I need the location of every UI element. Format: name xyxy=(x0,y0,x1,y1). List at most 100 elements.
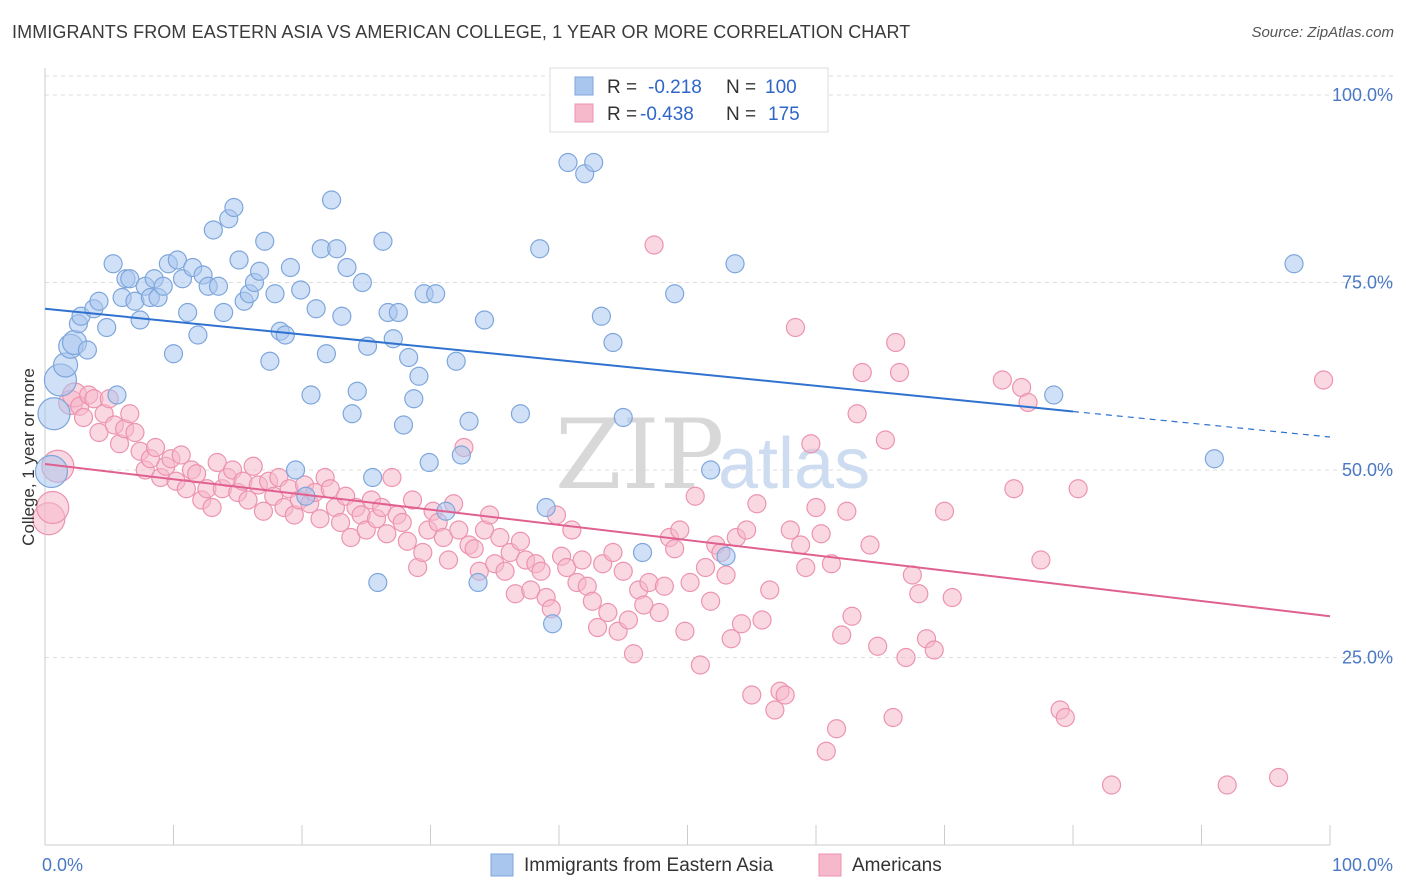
eastern-asia-point-30 xyxy=(188,325,208,345)
americans-point-122 xyxy=(670,520,690,540)
americans-point-77 xyxy=(438,550,459,570)
americans-point-155 xyxy=(842,606,862,626)
x-tick-label-0: 0.0% xyxy=(42,855,83,875)
americans-point-25 xyxy=(171,445,191,465)
eastern-asia-point-42 xyxy=(249,261,270,281)
x-tick-label-1: 100.0% xyxy=(1332,855,1393,875)
eastern-asia-point-69 xyxy=(388,302,408,323)
stats-n-label-blue: N = xyxy=(726,77,756,98)
eastern-asia-point-47 xyxy=(275,325,295,345)
eastern-asia-point-95 xyxy=(701,460,721,480)
americans-point-132 xyxy=(721,629,741,649)
eastern-asia-point-86 xyxy=(542,614,563,634)
eastern-asia-point-87 xyxy=(558,152,578,173)
eastern-asia-point-58 xyxy=(332,306,352,326)
series-legend: Immigrants from Eastern Asia Americans xyxy=(490,853,942,877)
chart-title: IMMIGRANTS FROM EASTERN ASIA VS AMERICAN… xyxy=(12,22,911,42)
americans-point-70 xyxy=(402,490,423,510)
americans-trend-line xyxy=(44,463,1331,618)
americans-point-182 xyxy=(1313,370,1334,390)
eastern-asia-point-62 xyxy=(352,272,372,293)
americans-point-124 xyxy=(680,572,700,593)
stats-legend: R = -0.218 N = 100 R = -0.438 N = 175 xyxy=(549,67,829,133)
eastern-asia-point-92 xyxy=(613,407,633,428)
source-label: Source: ZipAtlas.com xyxy=(1251,24,1394,41)
stats-legend-swatch-blue xyxy=(574,76,594,96)
americans-point-160 xyxy=(875,430,895,450)
americans-point-137 xyxy=(747,494,767,514)
americans-point-106 xyxy=(587,617,608,638)
americans-point-177 xyxy=(1055,707,1075,728)
americans-point-115 xyxy=(634,595,654,615)
eastern-asia-point-71 xyxy=(399,347,419,368)
americans-point-164 xyxy=(896,647,916,668)
x-tick-labels: 0.0% 100.0% xyxy=(42,855,1393,875)
americans-point-151 xyxy=(821,554,842,574)
stats-legend-box xyxy=(549,67,829,133)
americans-point-180 xyxy=(1217,775,1237,795)
americans-point-152 xyxy=(826,719,847,739)
americans-point-16 xyxy=(125,422,145,443)
americans-point-136 xyxy=(742,685,762,705)
americans-point-150 xyxy=(816,741,836,761)
eastern-asia-point-1 xyxy=(37,397,71,431)
series-legend-label-blue: Immigrants from Eastern Asia xyxy=(524,855,774,876)
eastern-asia-point-16 xyxy=(120,269,140,289)
y-tick-labels: 25.0% 50.0% 75.0% 100.0% xyxy=(1332,85,1393,668)
americans-point-142 xyxy=(775,685,795,705)
series-legend-swatch-blue xyxy=(490,853,514,877)
americans-point-9 xyxy=(89,422,109,443)
americans-point-128 xyxy=(701,591,721,611)
eastern-asia-point-37 xyxy=(224,197,244,218)
eastern-asia-point-26 xyxy=(167,250,187,270)
americans-point-93 xyxy=(521,580,541,600)
stats-n-value-blue: 100 xyxy=(765,77,797,98)
americans-point-101 xyxy=(562,520,582,540)
americans-point-147 xyxy=(801,434,821,454)
americans-point-39 xyxy=(243,456,263,476)
eastern-asia-point-70 xyxy=(393,415,414,435)
eastern-asia-point-100 xyxy=(1284,254,1304,274)
americans-point-123 xyxy=(675,621,695,641)
americans-point-165 xyxy=(902,565,922,585)
americans-point-91 xyxy=(510,531,531,551)
series-legend-label-pink: Americans xyxy=(852,855,942,876)
americans-point-145 xyxy=(790,535,811,555)
americans-point-15 xyxy=(120,404,140,424)
eastern-asia-trend-extension xyxy=(1072,410,1331,438)
eastern-asia-point-66 xyxy=(373,231,393,251)
eastern-asia-point-45 xyxy=(265,284,285,304)
americans-point-140 xyxy=(765,700,785,720)
eastern-asia-point-55 xyxy=(316,344,337,364)
americans-point-126 xyxy=(690,655,710,675)
eastern-asia-point-61 xyxy=(347,381,367,401)
watermark: ZIP atlas xyxy=(555,399,870,511)
eastern-asia-point-59 xyxy=(337,257,357,278)
eastern-asia-point-8 xyxy=(77,340,98,360)
eastern-asia-point-97 xyxy=(725,254,745,274)
americans-point-108 xyxy=(598,602,618,623)
eastern-asia-point-43 xyxy=(255,231,275,251)
americans-point-41 xyxy=(253,501,274,521)
americans-point-79 xyxy=(449,520,469,540)
eastern-asia-point-84 xyxy=(530,239,550,259)
americans-point-157 xyxy=(852,362,872,383)
eastern-asia-point-73 xyxy=(409,366,429,386)
americans-point-100 xyxy=(557,557,577,578)
eastern-asia-point-93 xyxy=(632,542,653,563)
eastern-asia-point-98 xyxy=(1044,385,1064,405)
y-tick-label-1: 50.0% xyxy=(1342,460,1393,480)
americans-point-166 xyxy=(909,584,929,604)
americans-point-154 xyxy=(837,501,857,521)
americans-point-76 xyxy=(433,527,453,548)
americans-point-163 xyxy=(889,362,910,383)
eastern-asia-point-25 xyxy=(163,344,184,364)
eastern-asia-point-64 xyxy=(363,467,383,488)
americans-point-134 xyxy=(731,614,752,634)
americans-point-174 xyxy=(1018,392,1038,413)
americans-point-103 xyxy=(572,550,592,570)
eastern-asia-point-85 xyxy=(536,497,556,518)
americans-point-149 xyxy=(811,524,831,544)
eastern-asia-point-18 xyxy=(130,310,150,330)
